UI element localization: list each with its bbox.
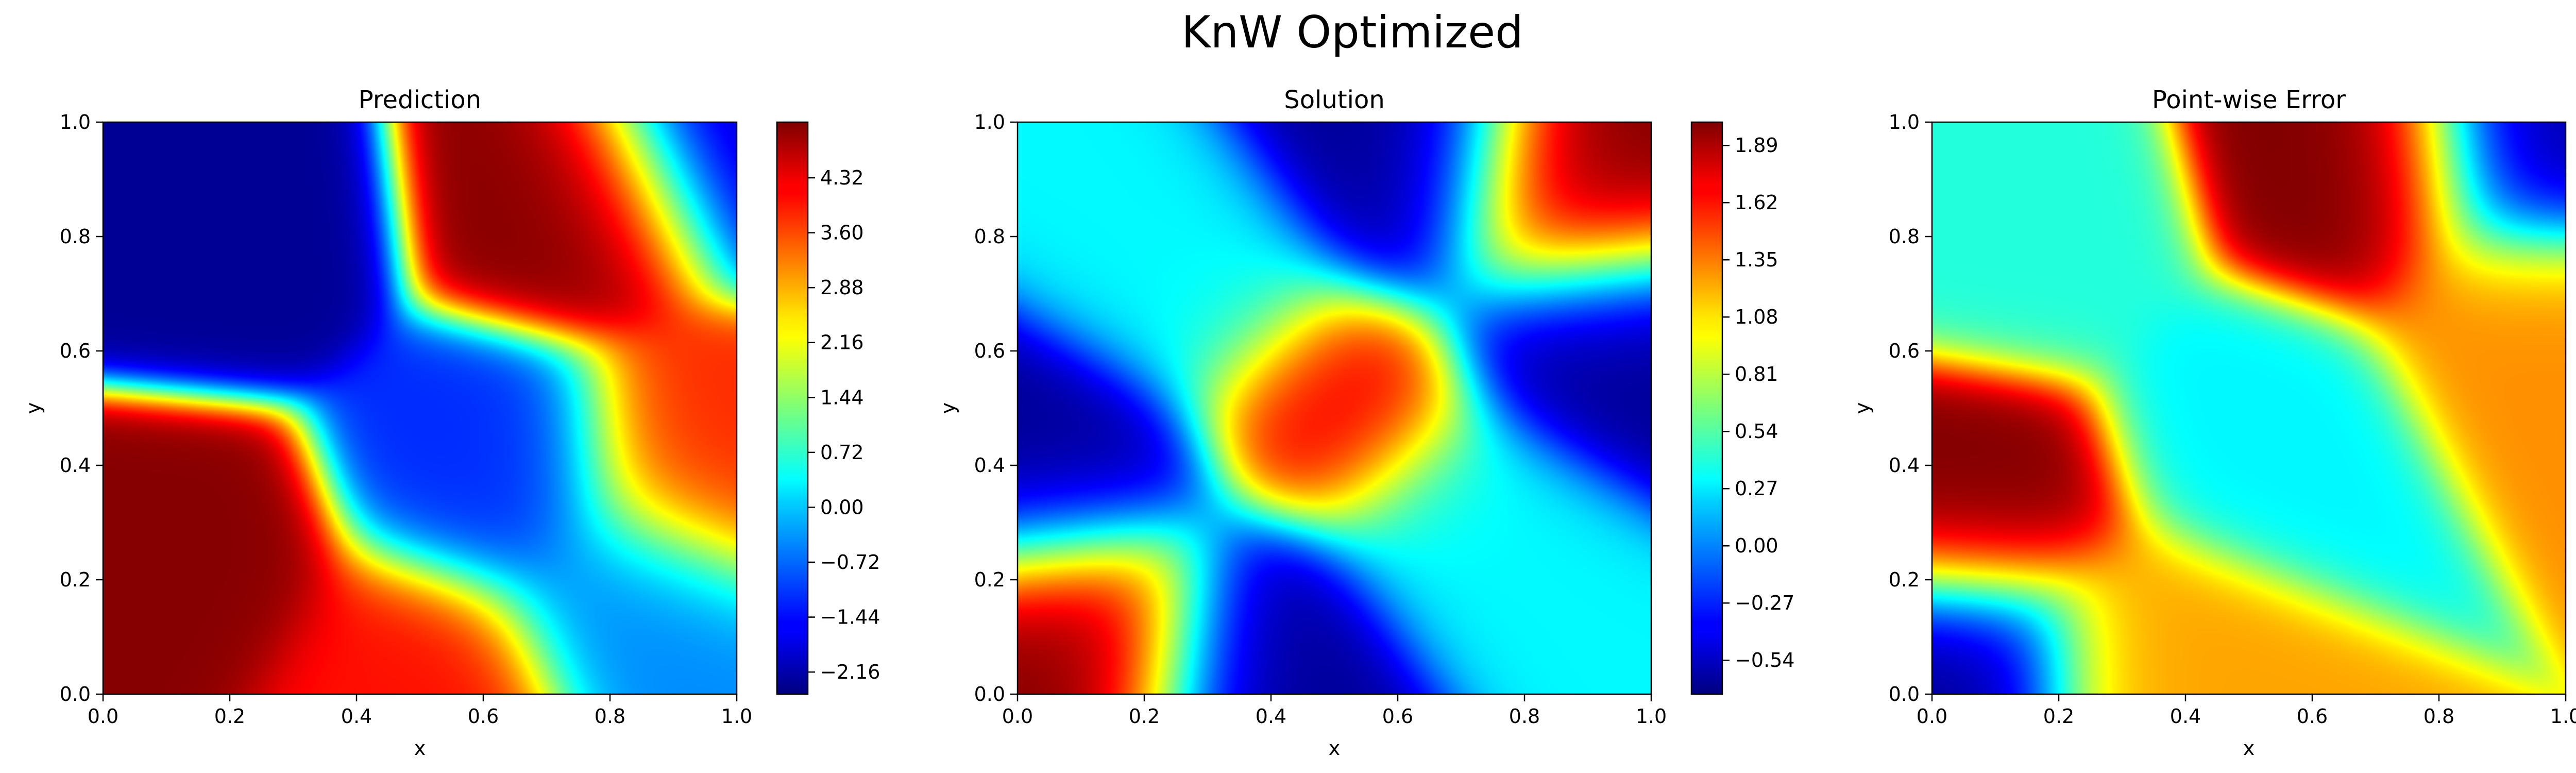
y-ticks-prediction: 0.0 0.2 0.4 0.6 0.8 1.0 [60,111,103,705]
y-tick-label: 0.6 [1889,340,1920,362]
colorbar-tick-label: 1.62 [1735,191,1778,214]
panel-title-solution: Solution [1284,86,1385,114]
x-tick-label: 0.0 [1002,705,1033,728]
panel-pointwise-error: Point-wise Error 0.0 0.2 0.4 0.6 0.8 1.0 0.00… [1851,86,2576,760]
plot-frame-solution [1016,121,1652,695]
x-tick-label: 0.2 [1129,705,1160,728]
y-tick-label: 1.0 [974,111,1005,133]
y-tick-label: 0.2 [1889,568,1920,591]
colorbar-tick-label: 1.08 [1735,306,1778,328]
y-ticks-pointwise-error: 0.0 0.2 0.4 0.6 0.8 1.0 [1889,111,1932,705]
x-tick-label: 0.8 [2424,705,2454,728]
y-ticks-solution: 0.0 0.2 0.4 0.6 0.8 1.0 [974,111,1018,705]
y-tick-label: 0.8 [1889,225,1920,248]
colorbar-tick-label: 0.00 [1735,534,1778,557]
colorbar-tick-label: 4.32 [820,166,864,189]
colorbar-tick-label: −2.16 [820,661,880,683]
panel-prediction: Prediction 0.0 0.2 0.4 0.6 0.8 1.0 0.00.20.40… [22,86,880,760]
colorbar-tick-label: −0.54 [1735,649,1794,671]
x-tick-label: 0.4 [1256,705,1286,728]
colorbar-tick-label: −1.44 [820,606,880,629]
y-tick-label: 0.4 [60,454,91,477]
colorbar-tick-label: 0.54 [1735,420,1778,443]
colorbar-solution [1690,121,1723,695]
colorbar-ticks-solution: −0.54 −0.27 0.00 0.27 0.54 0.81 1.08 1.35 1.62 1.… [1722,134,1794,671]
y-axis-label-prediction: y [22,402,45,414]
x-axis-label-solution: x [1329,737,1341,760]
x-tick-label: 0.6 [468,705,499,728]
colorbar-tick-label: 0.00 [820,496,864,518]
colorbar-tick-label: 2.88 [820,276,864,299]
x-tick-label: 0.6 [1382,705,1413,728]
panel-title-prediction: Prediction [359,86,481,114]
colorbar-tick-label: 1.89 [1735,134,1778,157]
y-tick-label: 0.8 [974,225,1005,248]
x-tick-label: 0.8 [595,705,625,728]
x-tick-label: 1.0 [1636,705,1667,728]
colorbar-ticks-prediction: −2.16 −1.44 −0.72 0.00 0.72 1.44 2.16 2.88 3.60 4… [808,166,880,683]
colorbar-tick-label: −0.27 [1735,592,1794,614]
x-tick-label: 0.6 [2297,705,2328,728]
x-tick-label: 0.2 [2043,705,2074,728]
y-tick-label: 0.4 [974,454,1005,477]
x-tick-label: 0.4 [341,705,372,728]
y-tick-label: 1.0 [60,111,91,133]
figure-title: KnW Optimized [1181,7,1523,58]
x-ticks-solution: 0.0 0.2 0.4 0.6 0.8 1.0 [1002,694,1667,728]
y-tick-label: 0.0 [1889,683,1920,705]
colorbar-tick-label: 3.60 [820,222,864,244]
colorbar-tick-label: 0.72 [820,441,864,464]
colorbar-tick-label: 1.44 [820,386,864,409]
colorbar-prediction [776,121,809,695]
x-tick-label: 0.4 [2170,705,2201,728]
colorbar-tick-label: −0.72 [820,551,880,574]
y-axis-label-solution: y [937,402,959,414]
plot-frame-pointwise-error [1931,121,2567,695]
colorbar-tick-label: 1.35 [1735,248,1778,271]
x-axis-label-pointwise-error: x [2243,737,2255,760]
y-tick-label: 0.4 [1889,454,1920,477]
x-tick-label: 0.0 [88,705,118,728]
x-tick-label: 1.0 [2550,705,2576,728]
heatmap-solution [1018,122,1651,694]
y-tick-label: 0.2 [60,568,91,591]
y-tick-label: 0.6 [974,340,1005,362]
y-axis-label-pointwise-error: y [1851,402,1874,414]
heatmap-prediction [103,122,737,694]
colorbar-tick-label: 0.81 [1735,363,1778,385]
x-axis-label-prediction: x [414,737,426,760]
x-tick-label: 0.0 [1917,705,1947,728]
y-tick-label: 0.0 [974,683,1005,705]
x-tick-label: 0.8 [1509,705,1540,728]
x-tick-label: 1.0 [721,705,752,728]
plot-frame-prediction [102,121,738,695]
y-tick-label: 0.2 [974,568,1005,591]
panel-title-pointwise-error: Point-wise Error [2152,86,2346,114]
y-tick-label: 1.0 [1889,111,1920,133]
x-ticks-prediction: 0.0 0.2 0.4 0.6 0.8 1.0 [88,694,752,728]
colorbar-tick-label: 2.16 [820,331,864,354]
y-tick-label: 0.8 [60,225,91,248]
x-tick-label: 0.2 [214,705,245,728]
y-tick-label: 0.0 [60,683,91,705]
panel-solution: Solution 0.0 0.2 0.4 0.6 0.8 1.0 0.0 0.2 0.4 0.6… [937,86,1794,760]
x-ticks-pointwise-error: 0.0 0.2 0.4 0.6 0.8 1.0 [1917,694,2576,728]
heatmap-pointwise-error [1932,122,2566,694]
y-tick-label: 0.6 [60,340,91,362]
colorbar-tick-label: 0.27 [1735,477,1778,500]
